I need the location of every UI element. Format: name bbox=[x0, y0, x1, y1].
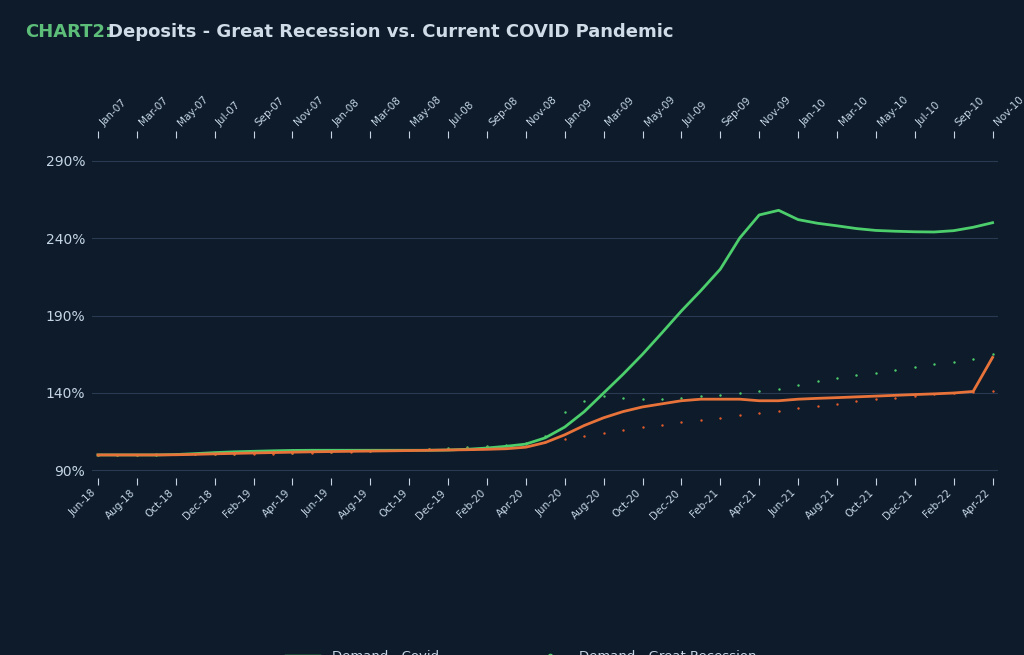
Text: CHART2:: CHART2: bbox=[26, 23, 113, 41]
Text: Deposits - Great Recession vs. Current COVID Pandemic: Deposits - Great Recession vs. Current C… bbox=[108, 23, 673, 41]
Legend: Demand - Covid, NOW & Savings - Covid, Demand - Great Recession, NOW & Savings -: Demand - Covid, NOW & Savings - Covid, D… bbox=[270, 635, 820, 655]
